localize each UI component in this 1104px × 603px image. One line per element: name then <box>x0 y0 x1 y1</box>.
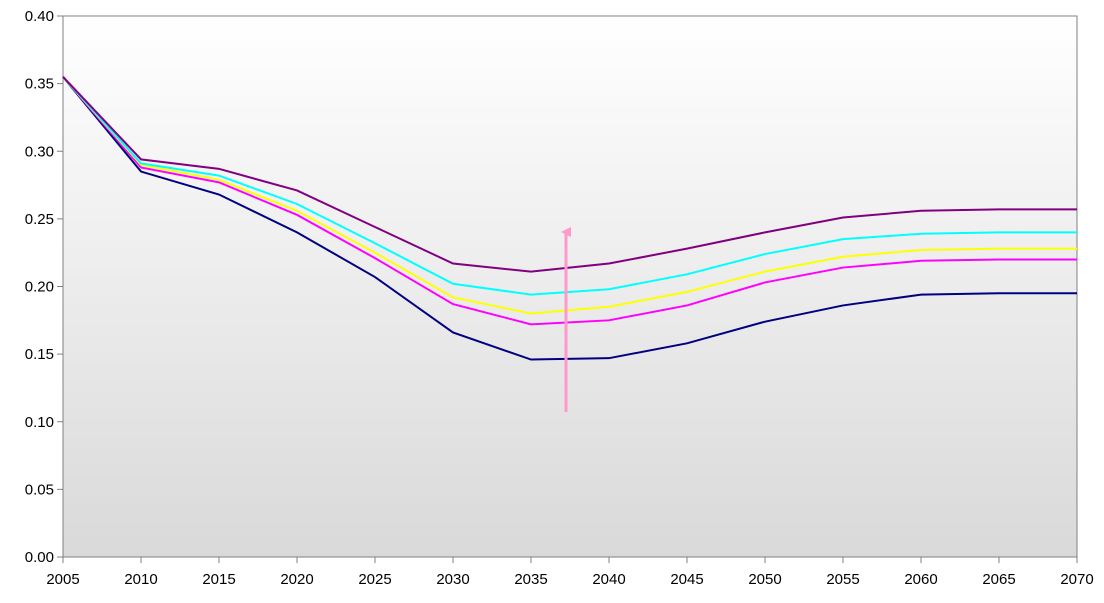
series-line <box>62 76 1077 326</box>
x-tick-label: 2040 <box>592 571 625 588</box>
plot-area <box>62 15 1078 558</box>
x-tick-label: 2055 <box>826 571 859 588</box>
y-tick-label: 0.20 <box>25 279 54 296</box>
y-tick-label: 0.05 <box>25 481 54 498</box>
y-tick-label: 0.10 <box>25 414 54 431</box>
series-line <box>62 76 1077 273</box>
y-tick-label: 0.25 <box>25 211 54 228</box>
y-tick-label: 0.40 <box>25 8 54 25</box>
y-tick-label: 0.30 <box>25 143 54 160</box>
x-tick-label: 2025 <box>358 571 391 588</box>
x-tick-label: 2050 <box>748 571 781 588</box>
x-tick-label: 2015 <box>202 571 235 588</box>
x-tick-label: 2045 <box>670 571 703 588</box>
x-tick-label: 2020 <box>280 571 313 588</box>
x-tick-label: 2070 <box>1060 571 1093 588</box>
series-line <box>62 76 1077 315</box>
x-tick-label: 2030 <box>436 571 469 588</box>
series-line <box>62 76 1077 296</box>
y-tick-label: 0.35 <box>25 76 54 93</box>
x-tick-label: 2010 <box>124 571 157 588</box>
y-tick-label: 0.15 <box>25 346 54 363</box>
x-tick-label: 2065 <box>982 571 1015 588</box>
series-line <box>62 76 1077 361</box>
x-tick-label: 2060 <box>904 571 937 588</box>
y-tick-label: 0.00 <box>25 549 54 566</box>
x-tick-label: 2035 <box>514 571 547 588</box>
x-tick-label: 2005 <box>46 571 79 588</box>
